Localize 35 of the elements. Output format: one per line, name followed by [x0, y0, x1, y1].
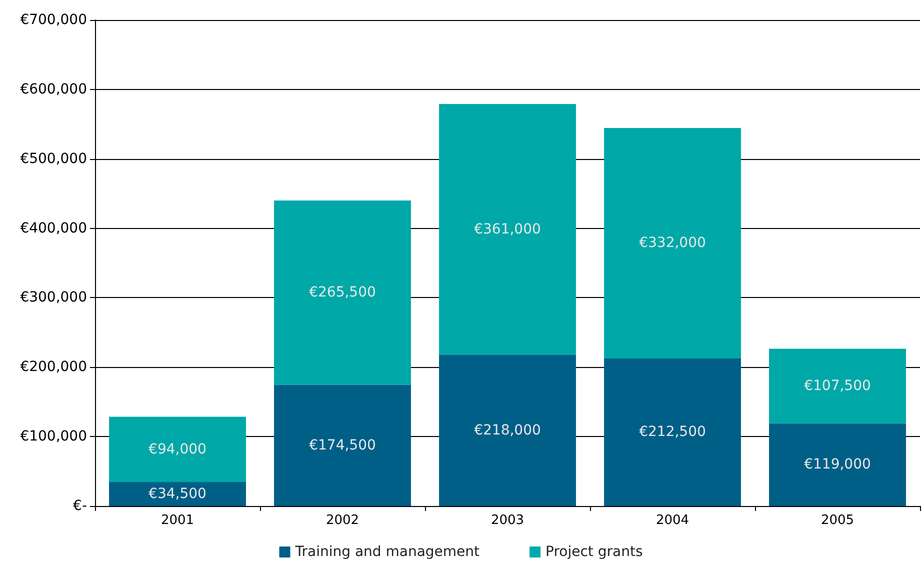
data-label: €174,500: [309, 437, 376, 454]
x-tick-label: 2005: [820, 513, 854, 528]
x-tick-label: 2001: [160, 513, 194, 528]
y-tick-label: €400,000: [20, 220, 87, 236]
bar: [439, 104, 576, 355]
x-tick-label: 2004: [656, 513, 690, 528]
bar: [604, 358, 741, 506]
legend-label: Training and management: [294, 544, 480, 560]
data-label: €218,000: [474, 422, 541, 438]
data-label: €332,000: [639, 235, 706, 252]
bar: [109, 482, 246, 506]
bar: [769, 423, 906, 506]
data-label: €34,500: [148, 486, 206, 502]
y-tick-label: €700,000: [20, 12, 87, 28]
bar: [274, 384, 411, 506]
y-tick-label: €500,000: [20, 150, 87, 167]
data-label: €361,000: [474, 221, 541, 238]
y-tick-label: €600,000: [20, 81, 87, 98]
x-tick-label: 2002: [326, 513, 360, 528]
data-label: €107,500: [804, 378, 871, 394]
data-label: €265,500: [309, 284, 376, 301]
bar: [274, 200, 411, 385]
legend-label: Project grants: [546, 544, 643, 560]
data-label: €119,000: [804, 456, 871, 473]
bar: [109, 416, 246, 482]
y-tick-label: €100,000: [20, 428, 87, 445]
y-tick-label: €300,000: [20, 290, 87, 306]
data-label: €212,500: [639, 424, 706, 440]
bar: [604, 128, 741, 358]
data-label: €94,000: [148, 441, 206, 458]
y-tick-label: €200,000: [20, 359, 87, 376]
y-tick-label: €-: [73, 498, 87, 514]
bar: [439, 354, 576, 506]
x-tick-label: 2003: [490, 513, 524, 528]
bar: [769, 348, 906, 424]
